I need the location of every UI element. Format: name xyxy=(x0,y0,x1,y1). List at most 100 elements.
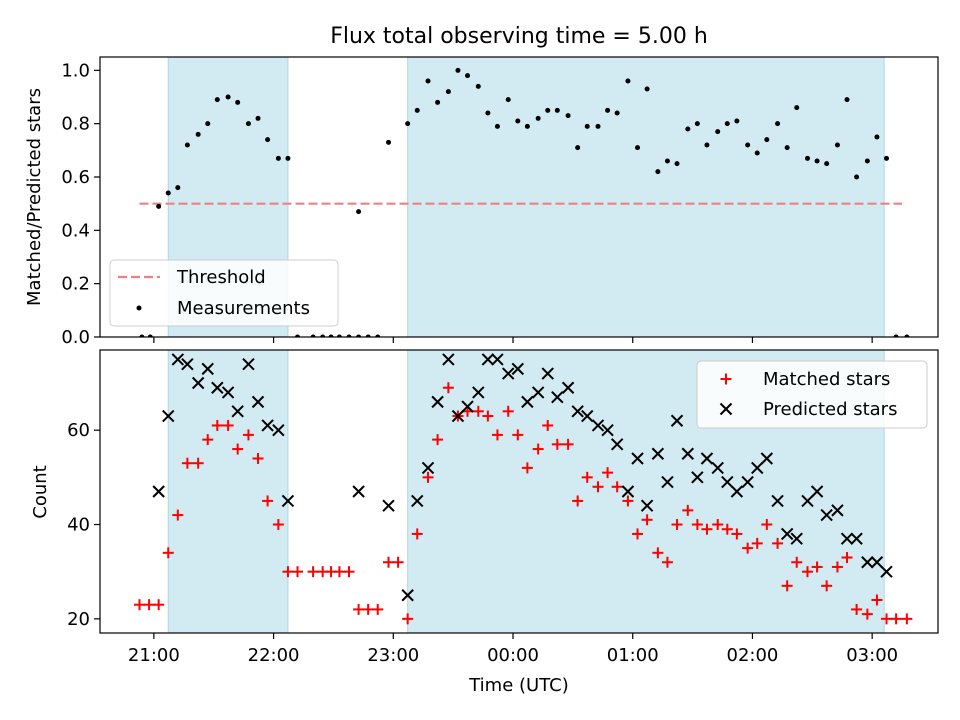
matched-point xyxy=(202,434,214,446)
matched-point xyxy=(192,457,204,469)
x-marker-b xyxy=(691,471,704,484)
x-marker-b xyxy=(421,461,435,475)
measurement-point xyxy=(655,169,661,175)
x-tick-label: 00:00 xyxy=(487,645,539,666)
ratio-x-ticks xyxy=(153,337,873,343)
predicted-point xyxy=(502,367,515,380)
x-marker-b xyxy=(551,390,564,404)
predicted-point xyxy=(421,461,435,475)
measurement-point xyxy=(245,121,251,127)
count-x-axis: 21:00 22:00 23:00 00:00 01:00 02:00 03:00 xyxy=(128,633,898,666)
measurement-point xyxy=(893,334,899,337)
x-marker-b xyxy=(801,494,814,508)
measurement-point xyxy=(494,123,500,129)
measurement-point xyxy=(295,334,301,337)
measurement-point xyxy=(505,97,511,103)
predicted-point xyxy=(561,381,575,394)
count-panel: 20 40 60 21:00 22:00 23:00 00:00 01:00 02:00 03:… xyxy=(30,349,939,696)
measurement-point xyxy=(455,67,461,73)
matched-point xyxy=(292,566,304,578)
matched-point xyxy=(572,495,584,507)
ratio-legend: Threshold Measurements xyxy=(109,259,339,327)
measurement-point xyxy=(265,137,271,143)
matched-point xyxy=(781,580,793,592)
measurement-point xyxy=(485,110,491,116)
x-marker-b xyxy=(281,494,295,508)
x-marker-b xyxy=(451,409,465,423)
x-marker-b xyxy=(810,485,824,498)
matched-point xyxy=(343,566,355,578)
x-marker-b xyxy=(221,386,235,399)
measurement-point xyxy=(365,334,371,337)
measurement-point xyxy=(824,161,830,167)
matched-point xyxy=(232,443,244,455)
measurement-point xyxy=(414,107,420,113)
measurement-point xyxy=(184,142,190,148)
measurement-point xyxy=(644,86,650,92)
ratio-y-axis: 0.0 0.2 0.4 0.6 0.8 1.0 xyxy=(61,60,100,348)
x-marker-b xyxy=(790,532,803,545)
predicted-point xyxy=(531,386,545,399)
legend-measurements-label: Measurements xyxy=(177,298,310,319)
predicted-point xyxy=(411,494,424,508)
x-marker-b xyxy=(581,409,594,423)
matched-point xyxy=(811,561,823,573)
ratio-legend-box xyxy=(109,259,339,327)
measurement-point xyxy=(605,107,611,113)
x-marker-b xyxy=(771,494,784,508)
predicted-point xyxy=(730,485,744,498)
measurement-point xyxy=(805,155,811,161)
measurement-point xyxy=(704,142,710,148)
x-marker-b xyxy=(472,386,485,399)
x-marker-b xyxy=(521,395,534,409)
count-y-axis: 20 40 60 xyxy=(67,420,100,630)
matched-point xyxy=(671,519,683,531)
measurement-point xyxy=(205,121,211,127)
x-marker-b xyxy=(491,353,504,366)
measurement-point xyxy=(575,145,581,151)
matched-point xyxy=(791,556,803,568)
x-marker-b xyxy=(661,475,674,489)
matched-point xyxy=(901,613,913,625)
predicted-point xyxy=(780,527,794,541)
x-marker-b xyxy=(831,504,844,517)
matched-point xyxy=(307,566,319,578)
x-marker-b xyxy=(481,353,495,366)
matched-point xyxy=(861,608,873,620)
measurement-point xyxy=(674,161,680,167)
measurement-point xyxy=(874,134,880,140)
predicted-point xyxy=(601,423,614,437)
matched-point xyxy=(512,429,524,441)
predicted-point xyxy=(880,565,893,578)
measurement-point xyxy=(328,334,334,337)
matched-point xyxy=(641,514,653,526)
measurement-point xyxy=(515,118,521,124)
matched-point xyxy=(482,410,494,422)
matched-point xyxy=(392,556,404,568)
predicted-point xyxy=(272,423,285,437)
x-marker-b xyxy=(751,461,764,475)
measurement-point xyxy=(275,155,281,161)
measurement-point xyxy=(854,174,860,180)
x-marker-b xyxy=(431,395,444,409)
matched-point xyxy=(602,467,614,479)
x-marker-b xyxy=(621,485,635,498)
predicted-point xyxy=(790,532,803,545)
matched-point xyxy=(502,405,514,417)
ratio-plot-area xyxy=(139,67,910,337)
legend-measurements-swatch xyxy=(136,305,142,311)
predicted-point xyxy=(741,475,754,489)
x-marker-b xyxy=(780,527,794,541)
measurement-point xyxy=(175,185,181,191)
legend-plus-marker xyxy=(720,373,732,385)
y-tick-label: 0.6 xyxy=(61,167,90,188)
matched-point xyxy=(542,419,554,431)
y-tick-label: 0.0 xyxy=(61,327,90,348)
x-marker-b xyxy=(721,475,734,489)
measurement-point xyxy=(565,113,571,119)
chart-title: Flux total observing time = 5.00 h xyxy=(330,24,708,49)
measurement-point xyxy=(595,123,601,129)
y-tick-label: 0.2 xyxy=(61,274,90,295)
predicted-point xyxy=(191,376,205,390)
